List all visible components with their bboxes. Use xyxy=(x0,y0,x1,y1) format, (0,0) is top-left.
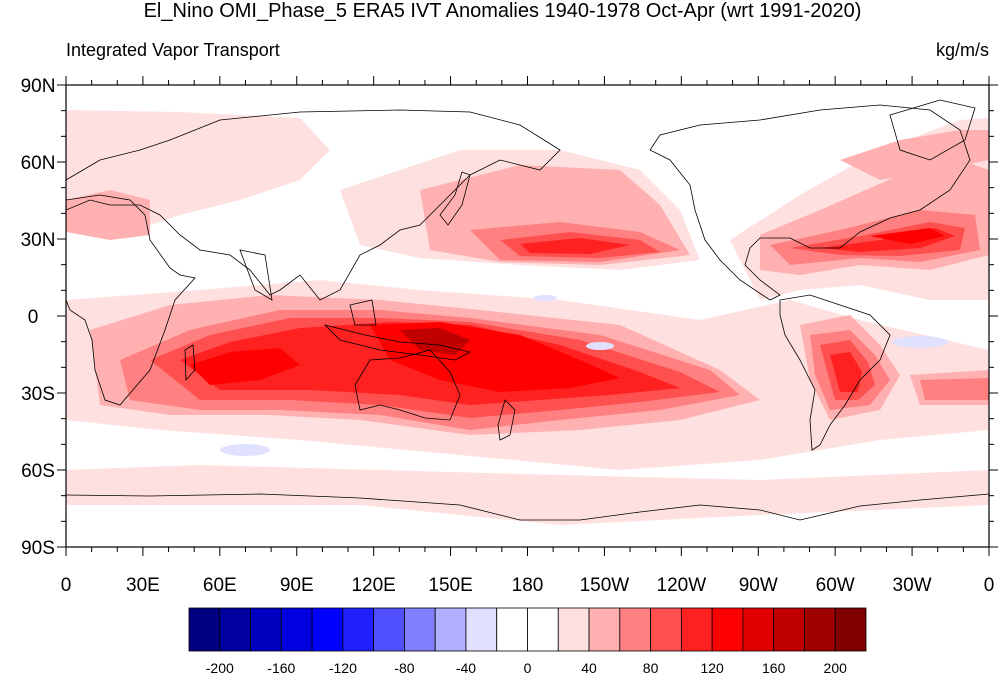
map-title: El_Nino OMI_Phase_5 ERA5 IVT Anomalies 1… xyxy=(143,0,862,22)
colorbar-label: 120 xyxy=(700,660,724,676)
units-label: kg/m/s xyxy=(935,40,989,60)
colorbar-swatch xyxy=(711,607,744,652)
coastlines xyxy=(66,99,989,521)
colorbar-swatch xyxy=(773,607,805,652)
variable-label: Integrated Vapor Transport xyxy=(66,40,280,60)
colorbar-label: -80 xyxy=(394,660,414,676)
colorbar-swatch xyxy=(219,607,251,652)
colorbar-swatch xyxy=(311,607,344,652)
colorbar-label: 0 xyxy=(524,660,532,676)
colorbar-swatch xyxy=(373,607,405,652)
lon-label: 0 xyxy=(984,575,995,596)
colorbar-label: -160 xyxy=(267,660,295,676)
lon-label: 180 xyxy=(512,575,544,596)
colorbar-label: 200 xyxy=(824,660,848,676)
lon-label: 150W xyxy=(580,575,630,596)
colorbar-label: 160 xyxy=(762,660,786,676)
lat-label: 90S xyxy=(21,538,55,559)
colorbar-swatch xyxy=(527,607,559,652)
lon-label: 0 xyxy=(61,575,72,596)
colorbar-swatch xyxy=(342,607,375,652)
colorbar-swatch xyxy=(496,607,528,652)
negative-anomaly-spots xyxy=(220,295,948,456)
lon-label: 120W xyxy=(657,575,707,596)
lon-label: 150E xyxy=(428,575,472,596)
colorbar-swatch xyxy=(680,607,713,652)
colorbar-swatch xyxy=(557,607,590,652)
anomaly-field xyxy=(66,85,989,547)
lat-label: 90N xyxy=(21,76,56,97)
colorbar-swatch xyxy=(250,607,282,652)
lon-label: 90W xyxy=(739,575,778,596)
colorbar-swatch xyxy=(619,607,651,652)
colorbar-label: 40 xyxy=(581,660,597,676)
colorbar-swatch xyxy=(404,607,436,652)
latitude-labels: 90N 60N 30N 0 30S 60S 90S xyxy=(21,76,56,559)
colorbar-swatch xyxy=(804,607,836,652)
colorbar-label: -40 xyxy=(456,660,476,676)
longitude-labels: 0 30E 60E 90E 120E 150E 180 150W 120W 90W 60W 30W 0 xyxy=(61,575,995,596)
lon-label: 30E xyxy=(126,575,160,596)
colorbar-swatch xyxy=(280,607,313,652)
lat-label: 30S xyxy=(21,384,55,405)
colorbar-label: -120 xyxy=(329,660,357,676)
colorbar-swatch xyxy=(834,607,867,652)
colorbar-swatch xyxy=(650,607,682,652)
lat-label: 60S xyxy=(21,461,55,482)
colorbar-swatch xyxy=(188,607,221,652)
colorbar xyxy=(188,607,867,652)
axis-ticks xyxy=(57,76,998,556)
colorbar-swatch xyxy=(588,607,621,652)
lon-label: 60W xyxy=(816,575,855,596)
lat-label: 0 xyxy=(28,307,39,328)
colorbar-labels: -200 -160 -120 -80 -40 0 40 80 120 160 200 xyxy=(206,660,847,676)
lon-label: 90E xyxy=(280,575,314,596)
lon-label: 60E xyxy=(203,575,237,596)
lon-label: 120E xyxy=(351,575,395,596)
colorbar-label: 80 xyxy=(643,660,659,676)
colorbar-label: -200 xyxy=(206,660,234,676)
lat-label: 60N xyxy=(21,153,56,174)
lat-label: 30N xyxy=(21,230,56,251)
colorbar-swatch xyxy=(742,607,775,652)
lon-label: 30W xyxy=(893,575,932,596)
colorbar-swatch xyxy=(434,607,467,652)
colorbar-swatch xyxy=(465,607,498,652)
